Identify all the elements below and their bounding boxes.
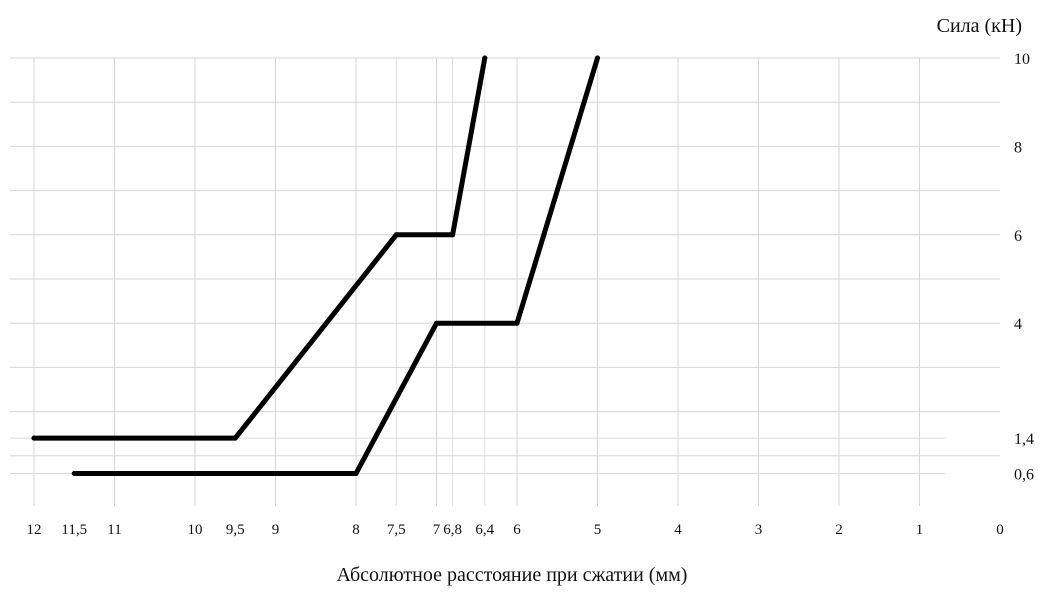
y-tick-label: 0,6 — [1014, 466, 1034, 483]
x-tick-label: 10 — [188, 522, 203, 538]
y-tick-label: 1,4 — [1014, 431, 1034, 448]
data-point — [31, 435, 37, 441]
x-tick-label: 2 — [835, 522, 843, 538]
x-tick-label: 3 — [755, 522, 763, 538]
x-tick-label: 4 — [674, 522, 682, 538]
series-lines — [31, 55, 600, 476]
x-tick-label: 8 — [352, 522, 360, 538]
y-tick-label: 8 — [1014, 139, 1022, 156]
data-point — [393, 232, 399, 238]
y-axis-title: Сила (кН) — [937, 15, 1022, 37]
x-axis-title: Абсолютное расстояние при сжатии (мм) — [337, 564, 688, 586]
data-point — [514, 320, 520, 326]
x-tick-label: 9 — [272, 522, 280, 538]
data-point — [450, 232, 456, 238]
grid — [10, 57, 1000, 506]
x-tick-label: 11 — [107, 522, 121, 538]
y-tick-label: 6 — [1014, 228, 1022, 245]
data-point — [482, 55, 488, 61]
data-point — [595, 55, 600, 61]
series-line-1 — [31, 55, 488, 441]
y-tick-label: 4 — [1014, 316, 1022, 333]
x-tick-label: 6 — [513, 522, 521, 538]
x-tick-label: 1 — [916, 522, 924, 538]
x-tick-label: 5 — [594, 522, 602, 538]
x-tick-label: 6,4 — [475, 522, 494, 538]
y-tick-label: 10 — [1014, 51, 1030, 68]
data-point — [434, 320, 439, 326]
y-tick-labels: 10 8 6 4 1,4 0,6 — [1014, 51, 1034, 483]
data-point — [353, 470, 359, 476]
x-tick-label: 7 — [433, 522, 441, 538]
x-tick-label: 7,5 — [387, 522, 406, 538]
x-tick-label: 11,5 — [61, 522, 87, 538]
x-tick-label: 0 — [996, 522, 1004, 538]
x-tick-label: 6,8 — [443, 522, 462, 538]
x-tick-label: 9,5 — [226, 522, 245, 538]
x-tick-label: 12 — [27, 522, 42, 538]
data-point — [71, 470, 77, 476]
x-tick-labels: 12 11,5 11 10 9,5 9 8 7,5 7 6,8 6,4 6 5 4 3 2 1 0 — [27, 522, 1004, 538]
data-point — [232, 435, 238, 441]
